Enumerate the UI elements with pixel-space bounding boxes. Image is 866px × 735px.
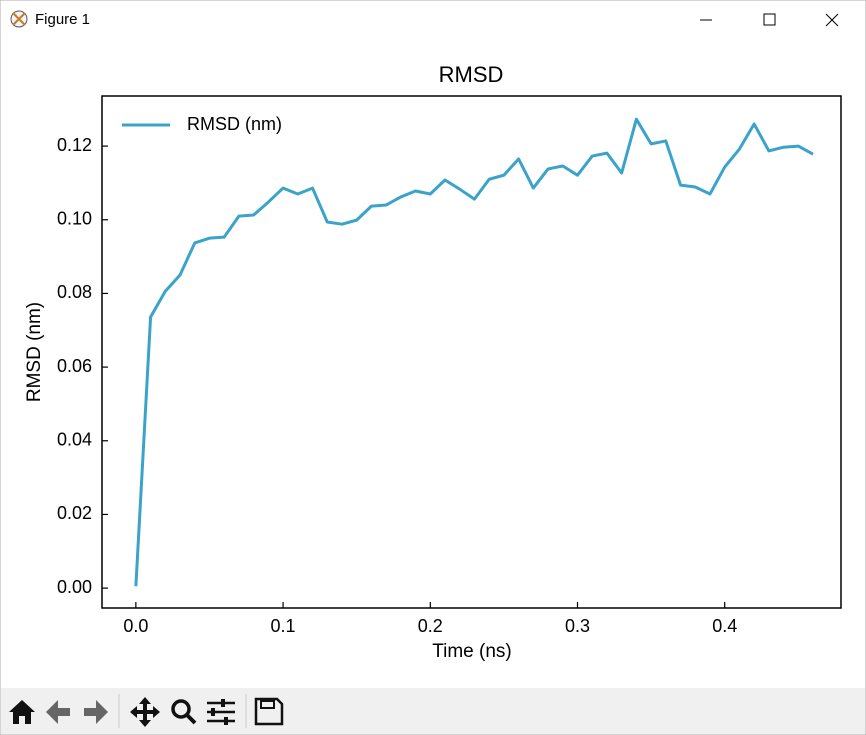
- window-title: Figure 1: [35, 11, 90, 28]
- zoom-button[interactable]: [171, 699, 191, 719]
- data-line: [134, 117, 814, 587]
- zoom-handle: [185, 713, 197, 725]
- y-tick-label: 0.06: [57, 356, 92, 376]
- x-tick-label: 0.1: [271, 616, 296, 636]
- y-tick-label: 0.00: [57, 577, 92, 597]
- maximize-button[interactable]: [763, 13, 776, 26]
- x-tick-label: 0.3: [565, 616, 590, 636]
- configure-sliders: [211, 699, 228, 725]
- save-button[interactable]: [254, 697, 284, 726]
- legend-label: RMSD (nm): [187, 114, 282, 134]
- plot-frame: [101, 95, 842, 609]
- chart-title: RMSD: [439, 62, 504, 87]
- plot-area: 0.00 0.02 0.04 0.06 0.08 0.10 0.12 0.0 0.1 0.2 0.3…: [57, 95, 842, 636]
- app-icon-mark: [12, 12, 26, 26]
- x-tick-label: 0.0: [123, 616, 148, 636]
- y-axis-label: RMSD (nm): [24, 302, 45, 402]
- pan-button[interactable]: [130, 697, 160, 727]
- y-tick-label: 0.08: [57, 282, 92, 302]
- toolbar-bg: [1, 688, 865, 734]
- y-tick-label: 0.12: [57, 135, 92, 155]
- toolbar: [1, 688, 865, 734]
- x-tick-label: 0.4: [712, 616, 737, 636]
- back-button[interactable]: [46, 700, 70, 724]
- y-tick-label: 0.02: [57, 503, 92, 523]
- x-tick-label: 0.2: [418, 616, 443, 636]
- y-tick-label: 0.04: [57, 430, 92, 450]
- close-button[interactable]: [825, 13, 839, 27]
- forward-button[interactable]: [84, 700, 108, 724]
- title-bar: Figure 1: [10, 10, 839, 28]
- home-button[interactable]: [9, 700, 35, 724]
- save-icon-part: [260, 700, 275, 709]
- y-tick-label: 0.10: [57, 209, 92, 229]
- x-axis-label: Time (ns): [432, 641, 512, 662]
